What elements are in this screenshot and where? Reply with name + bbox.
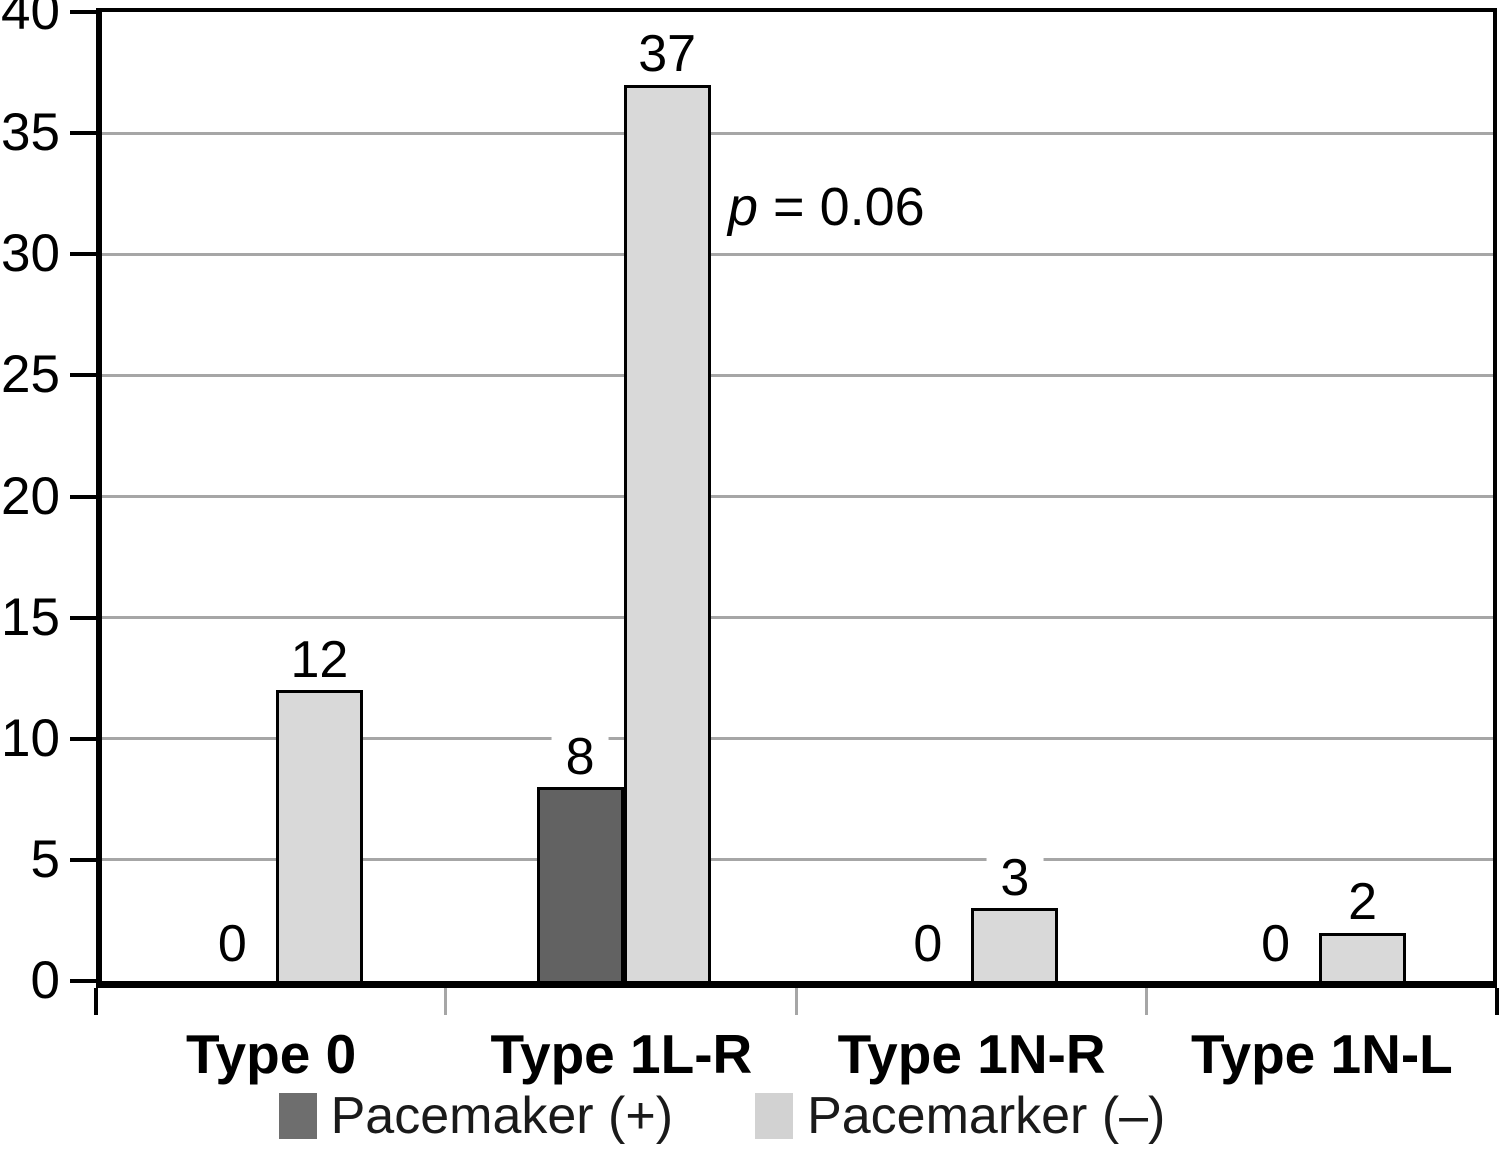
y-axis-tick-label: 40 <box>1 0 60 41</box>
y-axis-tick <box>70 736 96 741</box>
x-axis-category-label: Type 1L-R <box>490 1023 753 1085</box>
bar-value-label: 12 <box>276 630 363 690</box>
bar-value-label: 0 <box>203 915 261 974</box>
legend-label: Pacemaker (+) <box>330 1087 674 1145</box>
y-axis-tick <box>70 494 96 499</box>
y-axis-tick <box>70 615 96 620</box>
y-axis-tick-label: 30 <box>1 224 60 284</box>
x-axis-tick <box>1495 988 1499 1015</box>
y-axis-tick <box>70 979 96 983</box>
x-axis-tick <box>1144 988 1148 1015</box>
bar <box>275 690 363 981</box>
gridline <box>102 495 1493 498</box>
bar <box>536 787 624 981</box>
plot-area: 0 12 8 37 0 3 0 2 <box>96 8 1497 988</box>
gridline <box>102 858 1493 862</box>
gridline <box>102 373 1493 377</box>
y-axis-tick-label: 10 <box>1 708 60 768</box>
bar-value-label: 3 <box>986 848 1044 908</box>
gridline <box>102 131 1493 135</box>
gridline <box>102 252 1493 256</box>
legend-label: Pacemarker (–) <box>807 1087 1166 1145</box>
p-value-italic: p <box>728 177 759 237</box>
bar-value-label: 0 <box>899 915 957 974</box>
y-axis-tick-label: 20 <box>1 466 60 526</box>
p-value-text: = 0.06 <box>758 177 925 237</box>
bar-value-label: 0 <box>1247 915 1305 974</box>
y-axis-tick-label: 25 <box>1 345 60 405</box>
bar <box>971 908 1059 981</box>
legend-item: Pacemaker (+) <box>278 1086 674 1146</box>
x-axis-category-label: Type 1N-R <box>837 1023 1106 1085</box>
x-axis-tick <box>444 988 448 1015</box>
y-axis-tick-label: 5 <box>30 829 60 889</box>
y-axis-tick <box>70 10 96 14</box>
y-axis-tick-label: 0 <box>30 951 60 1010</box>
y-axis-tick <box>70 131 96 136</box>
p-value-annotation: p = 0.06 <box>728 176 925 238</box>
x-axis-tick <box>794 988 798 1015</box>
bar-value-label: 2 <box>1334 872 1392 932</box>
y-axis-tick-label: 35 <box>1 103 60 163</box>
x-axis-tick <box>94 988 98 1015</box>
y-axis-tick <box>70 857 96 862</box>
x-axis-category-label: Type 1N-L <box>1190 1023 1453 1085</box>
y-axis-tick-label: 15 <box>1 587 60 647</box>
y-axis-tick <box>70 252 96 257</box>
bar <box>1319 932 1407 981</box>
gridline <box>102 616 1493 620</box>
gridline <box>102 737 1493 741</box>
legend: Pacemaker (+) Pacemarker (–) <box>0 1086 1472 1146</box>
legend-item: Pacemarker (–) <box>755 1086 1165 1146</box>
legend-swatch <box>755 1093 794 1139</box>
x-axis-category-label: Type 0 <box>186 1023 357 1085</box>
legend-swatch <box>278 1093 317 1139</box>
bar-value-label: 8 <box>551 727 609 787</box>
bar-value-label: 37 <box>624 25 711 84</box>
bar <box>623 84 711 981</box>
y-axis-tick <box>70 373 96 378</box>
